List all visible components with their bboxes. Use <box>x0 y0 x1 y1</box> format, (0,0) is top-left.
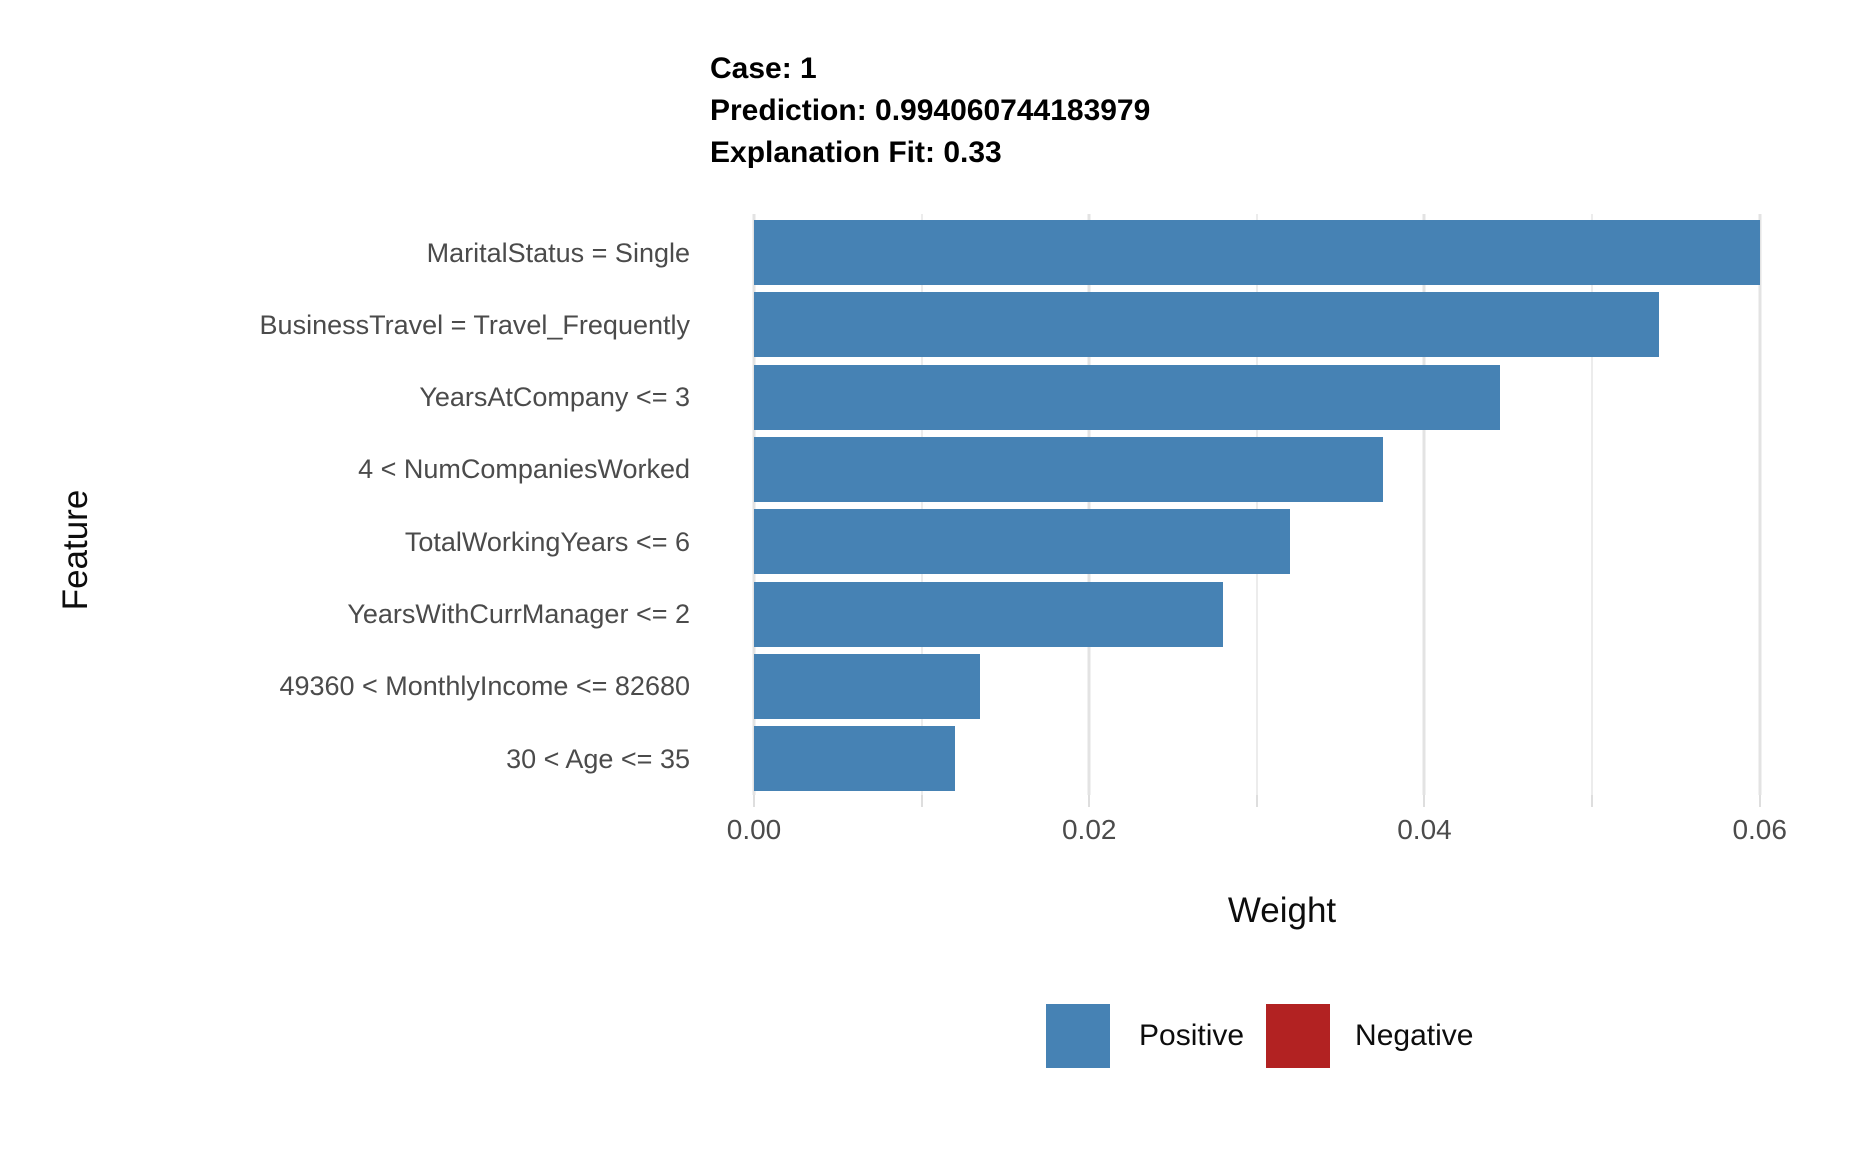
axis-tick <box>1423 795 1426 807</box>
plot-title: Case: 1 Prediction: 0.994060744183979 Ex… <box>710 48 1150 174</box>
gridline-minor <box>1591 214 1594 795</box>
x-axis-tick-label: 0.00 <box>726 814 782 845</box>
axis-tick <box>1088 795 1091 807</box>
gridline-major <box>752 214 756 795</box>
gridline-major <box>1758 214 1762 795</box>
bar <box>754 653 981 719</box>
x-axis-tick-label: 0.02 <box>1061 814 1117 845</box>
x-axis-tick-labels: 0.00 0.02 0.04 0.06 <box>727 814 1810 850</box>
y-axis-label: 30 < Age <= 35 <box>506 743 690 774</box>
axis-tick <box>920 795 923 807</box>
bar <box>754 581 1224 647</box>
legend-swatch-positive <box>1046 1004 1110 1068</box>
legend-swatch-negative <box>1266 1004 1331 1068</box>
y-axis-labels: MaritalStatus = Single BusinessTravel = T… <box>0 214 690 795</box>
gridline-major <box>1087 214 1091 795</box>
bar <box>754 509 1291 575</box>
bar <box>754 726 956 792</box>
bar <box>754 220 1760 285</box>
x-axis-title: Weight <box>1227 891 1337 930</box>
axis-tick <box>1255 795 1258 807</box>
axis-tick <box>1758 795 1761 807</box>
bar <box>754 436 1383 502</box>
y-axis-label: TotalWorkingYears <= 6 <box>404 526 690 557</box>
bar <box>754 364 1500 430</box>
legend-label-positive: Positive <box>1139 1019 1245 1052</box>
y-axis-label: 4 < NumCompaniesWorked <box>358 454 690 485</box>
y-axis-label: YearsWithCurrManager <= 2 <box>347 599 690 629</box>
title-case-line: Case: 1 <box>710 52 817 85</box>
gridline-major <box>1422 214 1426 795</box>
gridline-minor <box>1255 214 1258 795</box>
axis-tick <box>1591 795 1594 807</box>
y-axis-label: BusinessTravel = Travel_Frequently <box>259 309 690 340</box>
axis-tick <box>753 795 755 807</box>
x-axis-tick-label: 0.04 <box>1397 814 1452 845</box>
gridline-minor <box>920 214 923 795</box>
title-explanation-fit-line: Explanation Fit: 0.33 <box>710 136 1002 169</box>
y-axis-label: MaritalStatus = Single <box>426 237 690 268</box>
legend-label-negative: Negative <box>1355 1019 1474 1052</box>
bar <box>754 292 1660 358</box>
title-prediction-line: Prediction: 0.994060744183979 <box>710 94 1151 127</box>
x-axis-tick-label: 0.06 <box>1732 814 1787 845</box>
y-axis-label: 49360 < MonthlyIncome <= 82680 <box>279 671 690 702</box>
plot-panel <box>752 214 1810 807</box>
y-axis-label: YearsAtCompany <= 3 <box>419 382 690 413</box>
legend: Positive Negative <box>1046 1004 1473 1068</box>
